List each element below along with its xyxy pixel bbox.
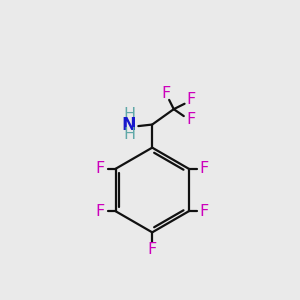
Text: F: F — [161, 86, 171, 101]
Text: F: F — [186, 112, 195, 128]
Text: H: H — [123, 127, 135, 142]
Text: F: F — [200, 204, 209, 219]
Text: F: F — [95, 204, 105, 219]
Text: N: N — [122, 116, 136, 134]
Text: F: F — [148, 242, 157, 257]
Text: H: H — [123, 107, 135, 122]
Text: F: F — [200, 161, 209, 176]
Text: F: F — [95, 161, 105, 176]
Text: F: F — [186, 92, 195, 107]
